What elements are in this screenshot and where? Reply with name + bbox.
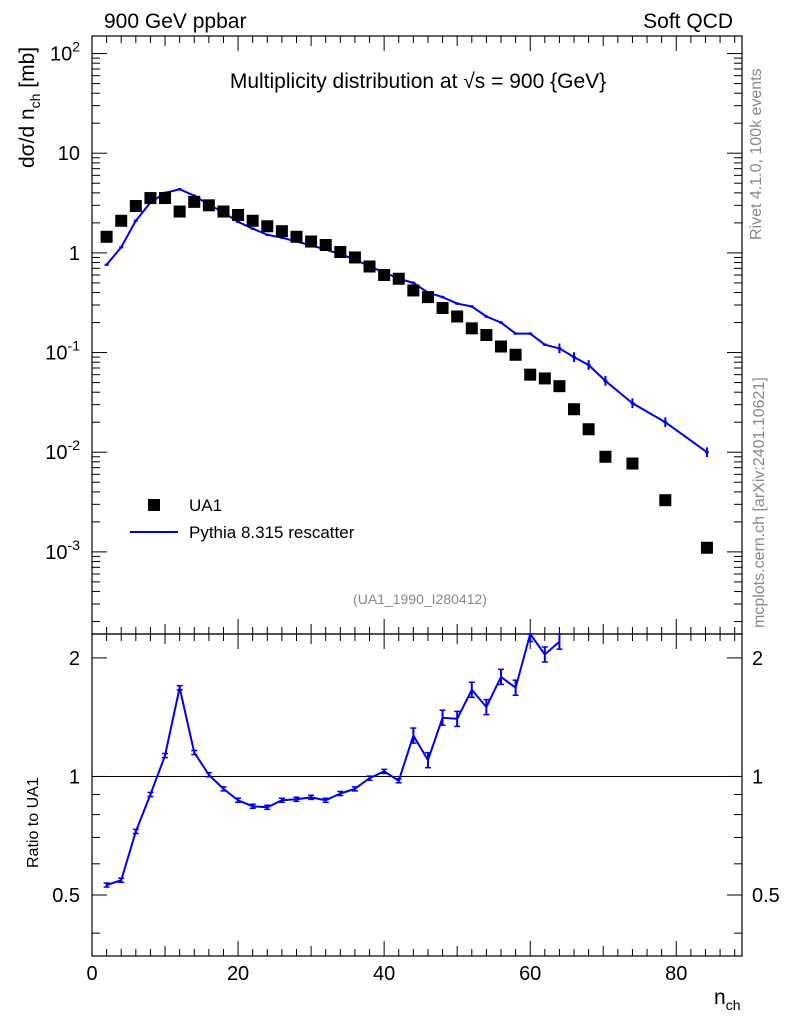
- ua1-point: [421, 291, 434, 304]
- main-y-tick-label: 10-3: [45, 537, 80, 564]
- ua1-point: [451, 310, 464, 323]
- ua1-point: [173, 205, 186, 218]
- ua1-point: [319, 238, 332, 251]
- ua1-point: [115, 214, 128, 227]
- main-y-tick-label: 10: [58, 143, 80, 165]
- ua1-point: [202, 199, 215, 212]
- x-tick-label: 20: [227, 963, 249, 985]
- ratio-y-tick-label-left: 0.5: [52, 885, 80, 907]
- ua1-point: [407, 284, 420, 297]
- ua1-series: [100, 192, 713, 554]
- main-y-tick-label: 1: [69, 243, 80, 265]
- ua1-point: [348, 251, 361, 264]
- x-tick-label: 40: [373, 963, 395, 985]
- main-x-ticks: [91, 36, 736, 634]
- ratio-y-tick-label-left: 2: [69, 648, 80, 670]
- ratio-y-tick-label-right: 0.5: [752, 885, 780, 907]
- ua1-point: [480, 329, 493, 341]
- ua1-point: [436, 301, 449, 314]
- ua1-point: [188, 195, 201, 208]
- ua1-point: [392, 272, 405, 285]
- ua1-point: [232, 208, 245, 221]
- ratio-plot-panel: 0.5 0.5 1 1 2 2 0 20 40 60 80 Ratio to UA1 nch: [25, 633, 780, 1013]
- legend-pythia-label: Pythia 8.315 rescatter: [189, 523, 355, 542]
- ua1-point: [129, 200, 142, 213]
- ratio-y-tick-label-right: 2: [752, 648, 763, 670]
- ua1-point: [509, 348, 522, 361]
- x-tick-label: 0: [86, 963, 97, 985]
- header-left: 900 GeV ppbar: [104, 10, 246, 33]
- main-y-tick-label: 10-2: [45, 437, 80, 464]
- header-right: Soft QCD: [643, 10, 733, 33]
- pythia-series: [104, 187, 709, 458]
- ua1-point: [144, 192, 157, 205]
- ua1-point: [538, 372, 551, 385]
- ua1-point: [582, 423, 595, 436]
- ua1-point: [553, 380, 566, 393]
- ua1-point: [246, 214, 259, 227]
- ua1-point: [363, 260, 376, 273]
- x-tick-label: 80: [665, 963, 687, 985]
- legend-ua1-marker: [148, 499, 160, 511]
- main-y-tick-label: 102: [50, 39, 80, 66]
- main-y-tick-label: 10-1: [45, 338, 80, 365]
- ua1-point: [334, 246, 347, 259]
- ua1-point: [261, 220, 274, 233]
- ratio-y-tick-labels: 0.5 0.5 1 1 2 2: [52, 648, 780, 907]
- ratio-line: [106, 633, 561, 886]
- ratio-x-ticks: [91, 634, 736, 956]
- ua1-point: [305, 235, 318, 248]
- ua1-point: [217, 205, 230, 218]
- x-tick-label: 60: [519, 963, 541, 985]
- ua1-point: [626, 457, 639, 470]
- main-y-ticks: [92, 53, 742, 623]
- x-axis-label: nch: [714, 986, 740, 1013]
- ratio-plot-frame: [91, 633, 743, 957]
- ua1-point: [494, 340, 507, 353]
- main-plot-panel: 10-3 10-2 10-1 1 10 102 Multiplicity distribu…: [16, 35, 743, 635]
- ratio-y-tick-label-right: 1: [752, 766, 763, 788]
- ua1-point: [465, 322, 478, 335]
- ua1-point: [659, 494, 672, 507]
- ua1-point: [159, 192, 172, 205]
- ratio-series: [103, 633, 563, 888]
- ua1-point: [568, 403, 581, 416]
- analysis-id: (UA1_1990_I280412): [353, 591, 487, 607]
- rivet-version-text: Rivet 4.1.0, 100k events: [748, 68, 765, 240]
- legend: UA1 Pythia 8.315 rescatter: [130, 496, 355, 542]
- ua1-point: [290, 230, 303, 243]
- ratio-y-ticks: [92, 657, 742, 934]
- mcplots-reference-text: mcplots.cern.ch [arXiv:2401.10621]: [751, 377, 768, 628]
- x-tick-labels: 0 20 40 60 80: [86, 963, 687, 985]
- chart-title: Multiplicity distribution at √s = 900 {G…: [230, 70, 606, 93]
- ua1-point: [100, 230, 113, 243]
- ua1-point: [378, 268, 391, 281]
- main-y-tick-labels: 10-3 10-2 10-1 1 10 102: [45, 39, 80, 564]
- main-plot-frame: [91, 35, 743, 635]
- ratio-y-axis-label: Ratio to UA1: [25, 777, 42, 868]
- ua1-point: [599, 450, 612, 463]
- pythia-line: [105, 188, 708, 454]
- ua1-point: [275, 225, 288, 238]
- ratio-y-tick-label-left: 1: [69, 766, 80, 788]
- ua1-point: [700, 541, 713, 554]
- legend-ua1-label: UA1: [189, 496, 222, 515]
- y-axis-label: dσ/d nch [mb]: [16, 47, 43, 168]
- ua1-point: [524, 368, 537, 381]
